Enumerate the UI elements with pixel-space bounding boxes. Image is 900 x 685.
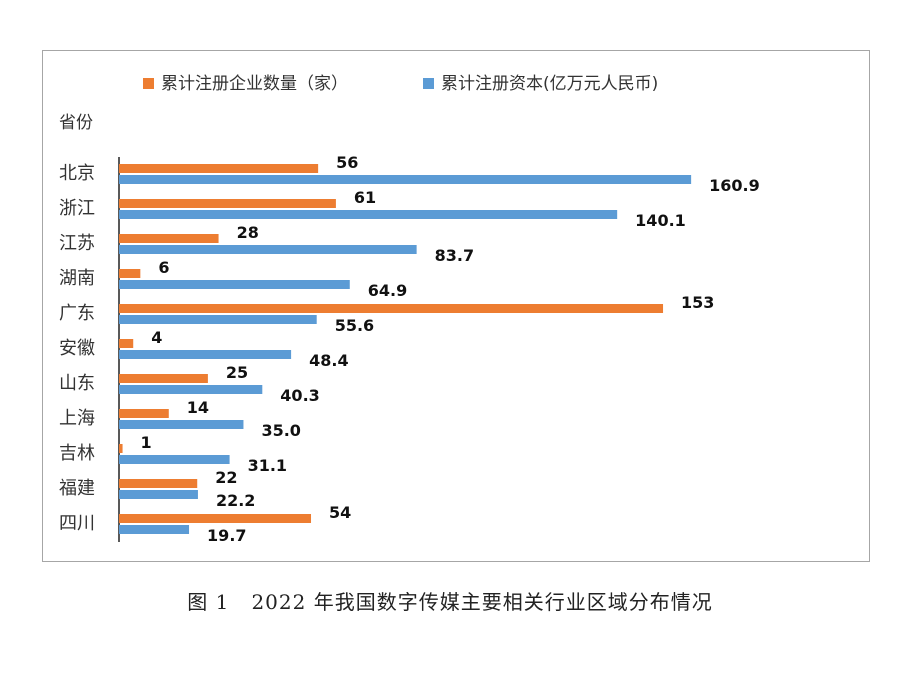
legend-label-1: 累计注册企业数量（家） <box>161 74 348 94</box>
figure-caption-text: 2022 年我国数字传媒主要相关行业区域分布情况 <box>251 590 713 614</box>
category-label: 四川 <box>59 513 95 534</box>
category-label: 北京 <box>59 163 95 184</box>
bar-registered-capital <box>119 280 350 289</box>
bar-registered-capital <box>119 210 618 219</box>
data-label-registered-capital: 83.7 <box>435 246 474 265</box>
data-label-enterprise-count: 6 <box>158 258 169 277</box>
figure-label: 图 1 <box>187 590 230 614</box>
bar-registered-capital <box>119 350 292 359</box>
data-label-enterprise-count: 4 <box>151 328 162 347</box>
category-label: 山东 <box>59 373 95 394</box>
data-label-enterprise-count: 1 <box>141 433 152 452</box>
bar-enterprise-count <box>119 339 134 348</box>
legend-swatch-1 <box>143 78 154 89</box>
bar-registered-capital <box>119 490 198 499</box>
data-label-registered-capital: 35.0 <box>261 421 300 440</box>
y-axis-title: 省份 <box>59 113 93 133</box>
bar-enterprise-count <box>119 234 219 243</box>
bar-enterprise-count <box>119 199 336 208</box>
data-label-registered-capital: 31.1 <box>248 456 287 475</box>
data-label-enterprise-count: 14 <box>187 398 209 417</box>
category-label: 福建 <box>59 478 95 499</box>
bar-registered-capital <box>119 525 190 534</box>
category-label: 上海 <box>59 408 95 429</box>
category-label: 吉林 <box>59 443 95 464</box>
bar-registered-capital <box>119 385 263 394</box>
bar-enterprise-count <box>119 304 664 313</box>
data-label-enterprise-count: 153 <box>681 293 714 312</box>
data-label-registered-capital: 40.3 <box>280 386 319 405</box>
bar-enterprise-count <box>119 514 312 523</box>
category-label: 安徽 <box>59 338 95 359</box>
bar-registered-capital <box>119 245 417 254</box>
bar-enterprise-count <box>119 164 319 173</box>
data-label-registered-capital: 64.9 <box>368 281 407 300</box>
bar-enterprise-count <box>119 479 198 488</box>
data-label-enterprise-count: 56 <box>336 153 358 172</box>
category-label: 江苏 <box>59 233 95 254</box>
bar-registered-capital <box>119 420 244 429</box>
data-label-registered-capital: 22.2 <box>216 491 255 510</box>
bar-enterprise-count <box>119 409 169 418</box>
bar-registered-capital <box>119 175 692 184</box>
chart-frame: 累计注册企业数量（家） 累计注册资本(亿万元人民币) 省份 北京 56 160.9 浙江 61… <box>42 50 870 562</box>
bar-enterprise-count <box>119 444 123 453</box>
bar-enterprise-count <box>119 269 141 278</box>
bar-registered-capital <box>119 315 317 324</box>
figure-caption: 图 1 2022 年我国数字传媒主要相关行业区域分布情况 <box>0 586 900 615</box>
data-label-enterprise-count: 28 <box>237 223 259 242</box>
bar-chart: 累计注册企业数量（家） 累计注册资本(亿万元人民币)省份北京56160.9浙江61… <box>59 74 760 545</box>
data-label-enterprise-count: 22 <box>215 468 237 487</box>
data-label-registered-capital: 48.4 <box>309 351 348 370</box>
legend-swatch-2 <box>423 78 434 89</box>
legend-label-2: 累计注册资本(亿万元人民币) <box>441 74 658 94</box>
data-label-enterprise-count: 54 <box>329 503 351 522</box>
data-label-registered-capital: 19.7 <box>207 526 246 545</box>
bar-registered-capital <box>119 455 230 464</box>
data-label-enterprise-count: 25 <box>226 363 248 382</box>
data-label-enterprise-count: 61 <box>354 188 376 207</box>
data-label-registered-capital: 55.6 <box>335 316 374 335</box>
data-label-registered-capital: 140.1 <box>635 211 686 230</box>
category-label: 广东 <box>59 303 95 324</box>
data-label-registered-capital: 160.9 <box>709 176 760 195</box>
category-label: 浙江 <box>59 198 95 219</box>
bar-enterprise-count <box>119 374 208 383</box>
category-label: 湖南 <box>59 268 95 289</box>
